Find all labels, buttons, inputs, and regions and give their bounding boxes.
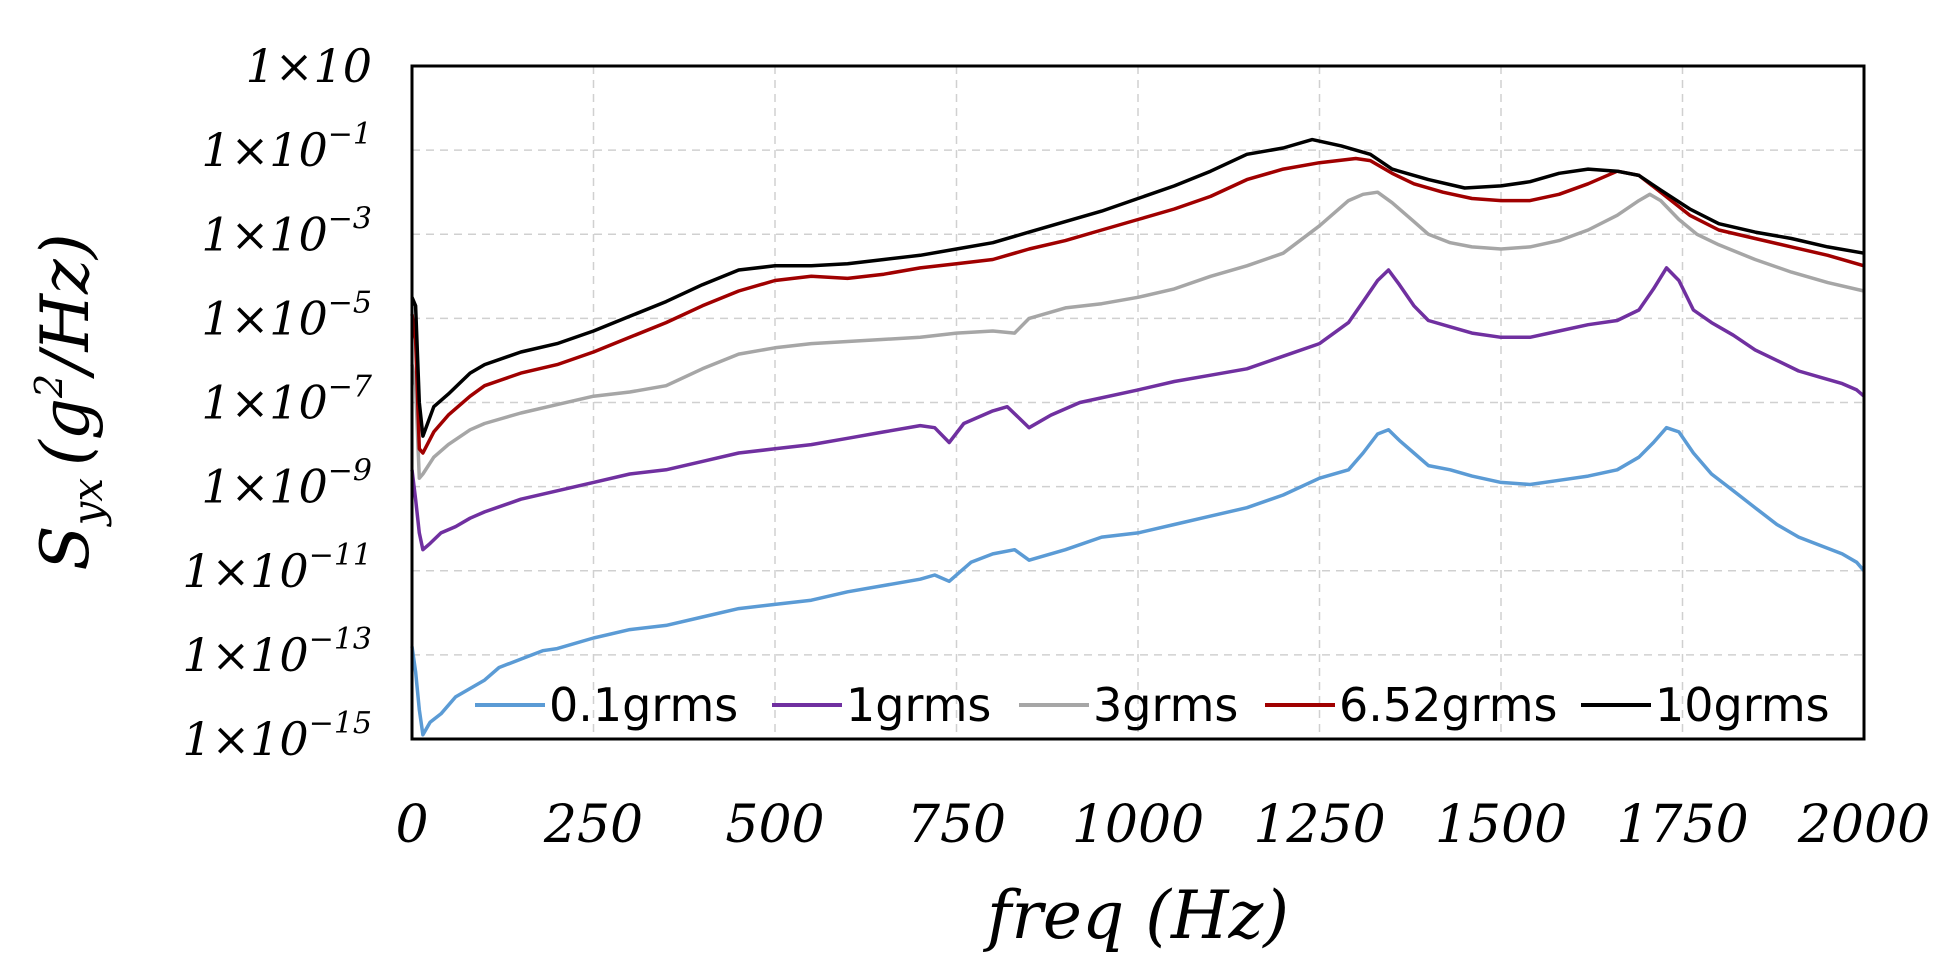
- y-tick-label: 1×10−11: [182, 538, 372, 598]
- series-line-1grms: [410, 266, 1866, 552]
- y-tick-label: 1×10−9: [201, 454, 372, 514]
- x-tick-label: 1000: [1072, 795, 1204, 855]
- y-tick-exponent: −7: [328, 370, 373, 405]
- y-tick-label: 1×10−3: [201, 201, 372, 261]
- y-tick-exponent: −15: [309, 706, 372, 741]
- x-tick-label: 0: [395, 795, 428, 855]
- series-line-3grms: [410, 190, 1865, 480]
- legend-label: 6.52grms: [1339, 678, 1558, 732]
- y-title-open: (: [27, 439, 104, 466]
- y-tick-label: 1×10−13: [182, 622, 372, 682]
- plot-frame: [410, 64, 1866, 741]
- y-tick-label: 1×10: [246, 39, 372, 93]
- y-tick-label: 1×10−5: [201, 285, 372, 345]
- y-tick-mantissa: 1×10: [201, 291, 327, 345]
- y-tick-exponent: −13: [309, 622, 372, 657]
- y-tick-exponent: −3: [328, 201, 372, 236]
- grid-lines: [411, 65, 1865, 740]
- y-tick-mantissa: 1×10: [201, 460, 327, 514]
- x-tick-label: 1250: [1253, 795, 1385, 855]
- y-axis-title: Syx (g2/Hz): [27, 233, 112, 570]
- y-title-g: g: [27, 398, 104, 440]
- y-tick-mantissa: 1×10: [201, 123, 327, 177]
- x-axis-title: freq (Hz): [982, 877, 1289, 954]
- x-tick-label: 2000: [1797, 795, 1930, 855]
- y-title-subscript: yx: [63, 478, 112, 528]
- legend: 0.1grms 1grms 3grms 6.52grms 10grms: [475, 678, 1830, 732]
- y-tick-mantissa: 1×10: [201, 207, 327, 261]
- y-title-unit: /Hz): [27, 233, 104, 379]
- y-title-superscript: 2: [27, 374, 71, 399]
- y-tick-mantissa: 1×10: [182, 544, 308, 598]
- x-tick-label: 1750: [1616, 795, 1748, 855]
- legend-label: 1grms: [846, 678, 991, 732]
- y-tick-labels: 1×10 1×10−11×10−31×10−51×10−71×10−91×10−…: [182, 39, 373, 766]
- x-tick-labels: 0 250 500 750 1000 1250 1500 1750 2000: [395, 795, 1930, 855]
- legend-label: 3grms: [1093, 678, 1238, 732]
- y-tick-mantissa: 1×10: [182, 628, 308, 682]
- legend-label: 0.1grms: [549, 678, 738, 732]
- series-line-10grms: [410, 137, 1865, 438]
- x-tick-label: 250: [543, 795, 643, 855]
- legend-label: 10grms: [1655, 678, 1830, 732]
- x-tick-label: 1500: [1435, 795, 1567, 855]
- series-line-0-1grms: [410, 425, 1866, 737]
- y-tick-mantissa: 1×10: [201, 376, 327, 430]
- y-tick-exponent: −9: [328, 454, 372, 489]
- series-lines: [410, 137, 1866, 737]
- y-tick-exponent: −1: [328, 117, 372, 152]
- y-title-base: S: [27, 525, 104, 570]
- series-line-6-52grms: [410, 156, 1865, 455]
- y-tick-exponent: −11: [309, 538, 372, 573]
- x-tick-label: 750: [907, 795, 1006, 855]
- y-tick-label: 1×10−15: [182, 706, 372, 766]
- y-tick-exponent: −5: [328, 285, 372, 320]
- y-tick-mantissa: 1×10: [246, 39, 372, 93]
- y-tick-mantissa: 1×10: [182, 712, 308, 766]
- y-tick-label: 1×10−1: [201, 117, 372, 177]
- y-tick-label: 1×10−7: [201, 370, 372, 430]
- x-tick-label: 500: [725, 795, 824, 855]
